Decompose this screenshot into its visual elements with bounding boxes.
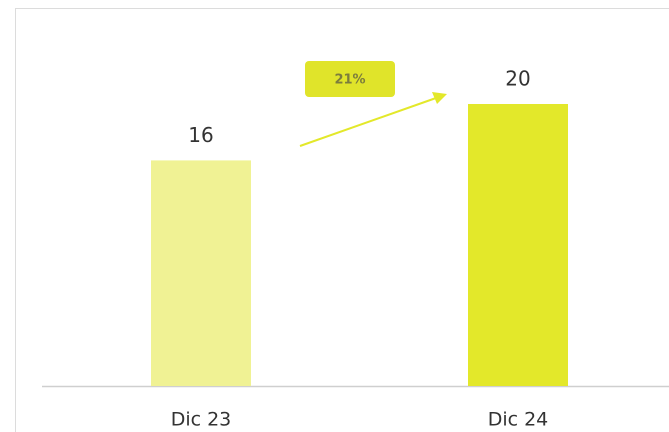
bar: [151, 160, 251, 386]
annotation-badge: [305, 61, 395, 97]
x-tick-label: Dic 23: [171, 409, 232, 431]
annotation: 21%: [334, 73, 365, 88]
arrow-head: [432, 92, 447, 104]
bar: [468, 104, 568, 386]
x-tick-label: Dic 24: [488, 409, 549, 431]
value-label: 16: [188, 123, 213, 147]
value-label: 20: [505, 67, 530, 91]
trend-arrow: [299, 97, 437, 147]
